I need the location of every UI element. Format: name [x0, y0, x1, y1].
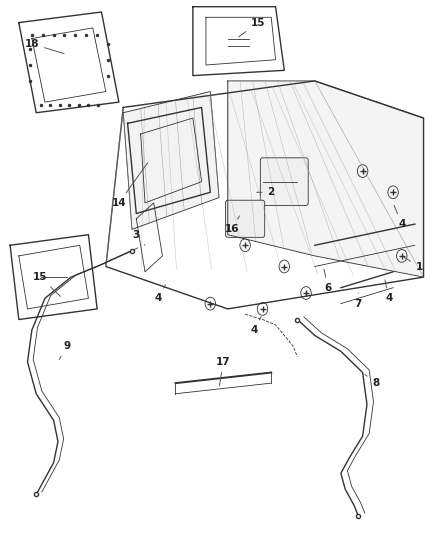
Text: 1: 1 [404, 257, 423, 271]
Text: 15: 15 [33, 272, 60, 296]
Polygon shape [123, 92, 219, 229]
FancyBboxPatch shape [260, 158, 308, 206]
Text: 3: 3 [133, 230, 145, 245]
Text: 7: 7 [355, 293, 362, 309]
Text: 16: 16 [225, 216, 240, 235]
Text: 4: 4 [154, 285, 166, 303]
Text: 14: 14 [112, 163, 148, 208]
Text: 9: 9 [59, 341, 70, 359]
Text: 8: 8 [365, 374, 379, 388]
Text: 6: 6 [324, 269, 332, 293]
Text: 4: 4 [394, 205, 406, 229]
Text: 4: 4 [250, 317, 261, 335]
Text: 18: 18 [25, 39, 64, 54]
Polygon shape [228, 81, 424, 277]
Text: 4: 4 [385, 280, 392, 303]
FancyBboxPatch shape [226, 200, 265, 237]
Text: 15: 15 [239, 18, 265, 37]
Text: 17: 17 [216, 357, 231, 386]
Text: 2: 2 [257, 187, 275, 197]
